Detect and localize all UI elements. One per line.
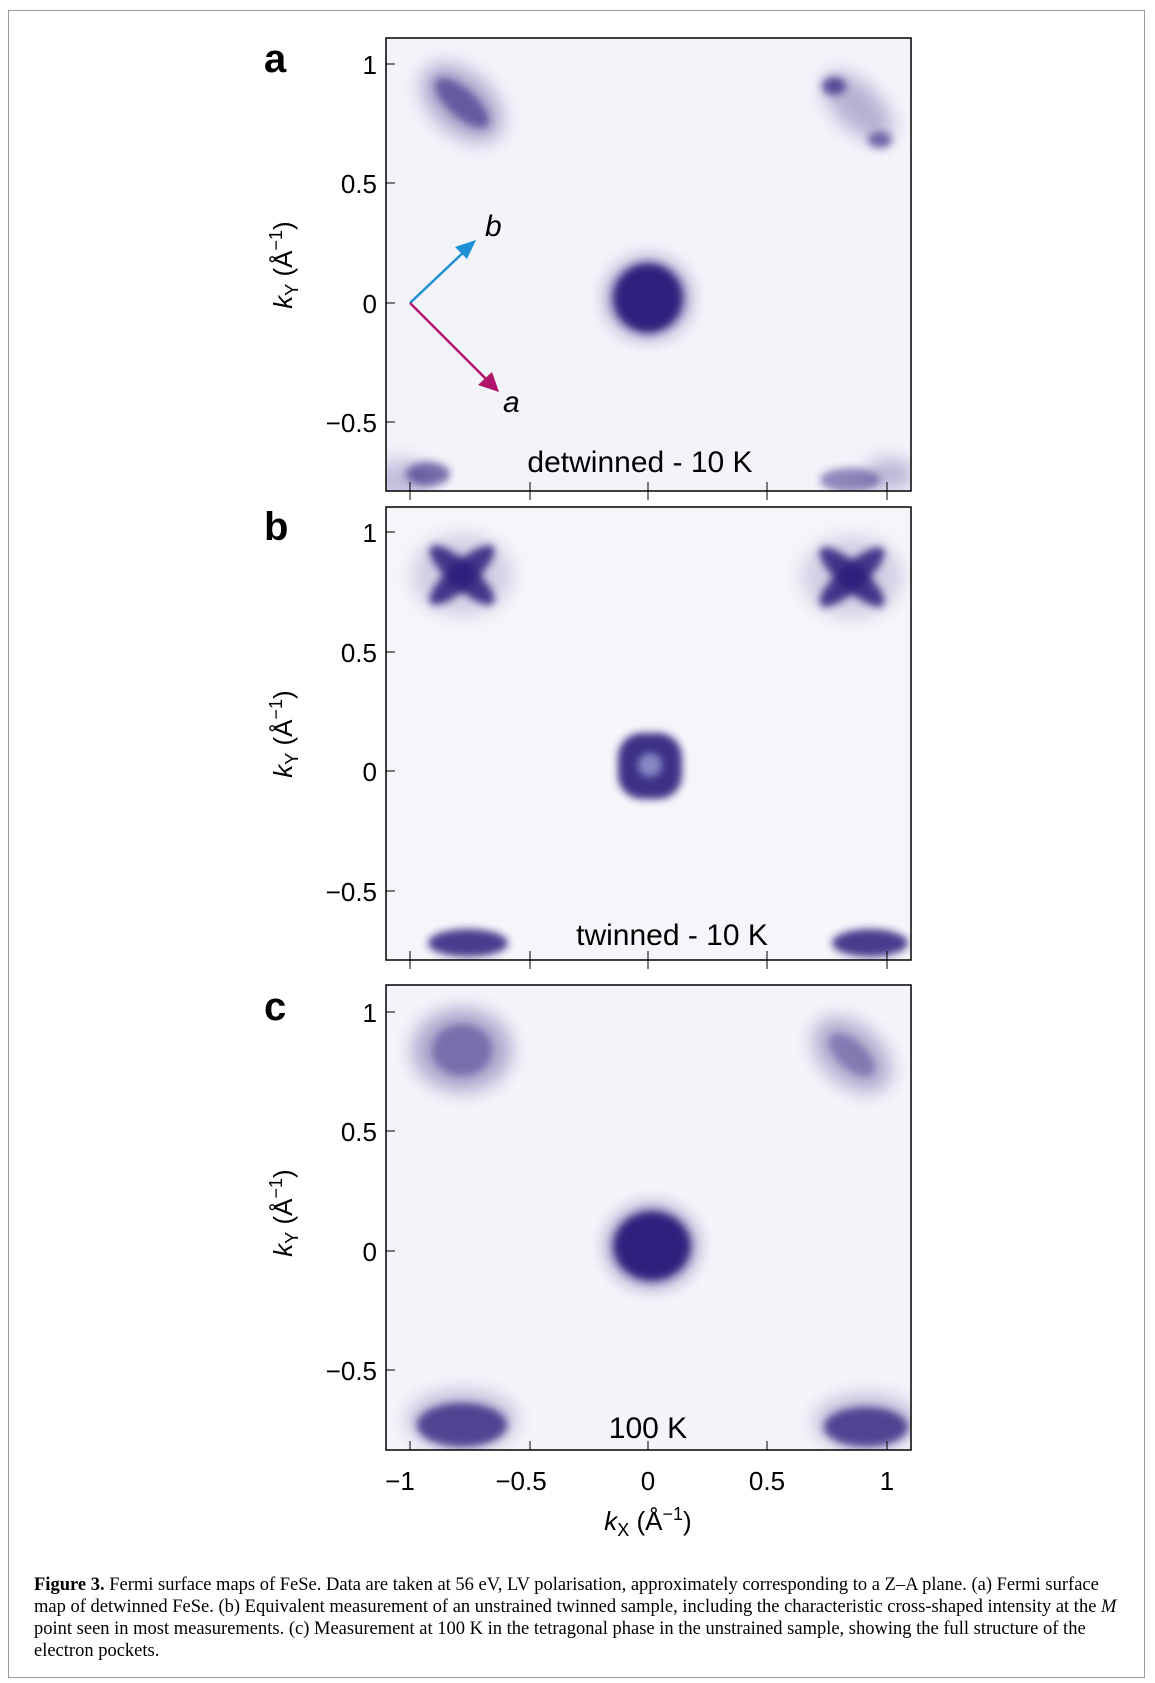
panel-label-b: b [264,505,288,549]
axis-b-arrow [409,247,469,304]
intensity-blob [614,1212,690,1280]
caption-italic: M [1101,1597,1117,1617]
intensity-blob [822,77,846,95]
intensity-blob [832,929,908,957]
panel-b: b twinned - 10 K 1 0.5 0 −0.5 kY (Å−1) [264,505,912,969]
y-ticks-c: 1 0.5 0 −0.5 [326,998,395,1386]
cross-pocket-top-right [802,537,902,617]
axis-b-arrowhead [455,240,476,259]
caption-label: Figure 3. [34,1575,105,1595]
y-tick-label: 1 [363,518,377,548]
intensity-blob [614,264,682,332]
y-tick-label: 0 [363,1237,377,1267]
y-tick-label: 0 [363,757,377,787]
y-tick-label: 1 [363,998,377,1028]
figure-caption: Figure 3. Fermi surface maps of FeSe. Da… [34,1574,1134,1662]
y-ticks-a: 1 0.5 0 −0.5 [326,50,395,438]
axis-a-arrowhead [478,372,499,392]
y-axis-label-a: kY (Å−1) [266,221,302,308]
intensity-blob [865,459,911,489]
x-ticks-a [409,482,888,500]
panel-annotation-c: 100 K [609,1412,687,1445]
y-tick-label: 0 [363,289,377,319]
x-tick-labels: −1 −0.5 0 0.5 1 [385,1466,894,1496]
fermi-surface-figure: b a a detwinned - 10 K 1 0.5 0 −0.5 kY (… [264,37,912,1540]
axis-a-arrow [409,302,491,384]
x-tick-label: 1 [880,1466,894,1496]
x-ticks-b [409,951,888,969]
x-tick-label: 0 [641,1466,655,1496]
intensity-blob [386,460,432,491]
y-tick-label: 0.5 [341,638,377,668]
y-tick-label: 1 [363,50,377,80]
y-axis-label-b: kY (Å−1) [266,690,302,777]
x-ticks-c [409,1441,888,1450]
panel-label-a: a [264,37,287,81]
axis-b-label: b [485,210,502,243]
intensity-blob [428,929,508,957]
y-axis-label-c: kY (Å−1) [266,1169,302,1256]
x-tick-label: −0.5 [495,1466,546,1496]
y-tick-label: −0.5 [326,408,377,438]
y-tick-label: 0.5 [341,1117,377,1147]
x-tick-label: −1 [385,1466,415,1496]
intensity-blob [820,468,880,491]
figure-frame [8,10,1145,1678]
panel-c: c 100 K 1 0.5 0 −0.5 kY (Å−1) −1 −0.5 0 … [264,984,912,1540]
y-tick-label: −0.5 [326,1356,377,1386]
panel-annotation-b: twinned - 10 K [576,919,768,952]
intensity-blob [638,753,662,777]
intensity-blob [814,1394,911,1450]
x-axis-label: kX (Å−1) [604,1504,691,1540]
panel-label-c: c [264,985,286,1029]
axis-a-label: a [503,386,520,419]
y-ticks-b: 1 0.5 0 −0.5 [326,518,395,907]
panel-annotation-a: detwinned - 10 K [527,446,752,479]
y-tick-label: −0.5 [326,877,377,907]
intensity-blob [829,1033,875,1077]
intensity-blob [435,77,489,129]
intensity-blob [432,1024,492,1076]
cross-pocket-top-left [412,535,512,615]
panel-a: b a a detwinned - 10 K 1 0.5 0 −0.5 kY (… [264,37,912,500]
x-tick-label: 0.5 [749,1466,785,1496]
intensity-blob [868,132,892,148]
intensity-blob [407,1390,517,1450]
caption-text-2: point seen in most measurements. (c) Mea… [34,1619,1086,1661]
caption-text: Fermi surface maps of FeSe. Data are tak… [34,1575,1102,1617]
y-tick-label: 0.5 [341,169,377,199]
